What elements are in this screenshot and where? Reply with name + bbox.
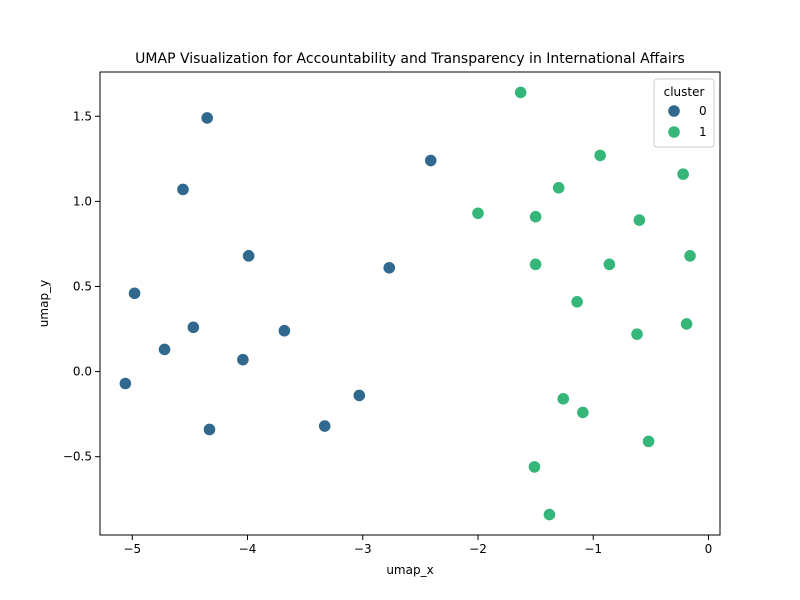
- data-point-cluster-1: [630, 327, 644, 341]
- x-axis-label: umap_x: [386, 563, 433, 577]
- legend-marker-cluster-0: [667, 104, 681, 118]
- legend: cluster 0 1: [653, 78, 715, 148]
- data-point-cluster-1: [529, 210, 543, 224]
- data-point-cluster-1: [679, 317, 694, 331]
- data-point-cluster-1: [542, 507, 557, 522]
- data-point-cluster-1: [641, 434, 656, 448]
- data-point-cluster-0: [277, 324, 291, 338]
- data-point-cluster-0: [352, 388, 366, 403]
- x-tick-label: −3: [354, 542, 372, 556]
- data-point-cluster-1: [632, 213, 646, 227]
- legend-label-cluster-1: 1: [699, 125, 707, 139]
- y-tick-label: −0.5: [63, 450, 92, 464]
- legend-title: cluster: [664, 85, 705, 99]
- data-point-cluster-0: [236, 353, 250, 367]
- data-point-cluster-1: [676, 167, 690, 181]
- y-tick-label: 0.0: [73, 365, 92, 379]
- x-tick-label: 0: [705, 542, 713, 556]
- x-axis-ticks: −5 −4 −3 −2 −1 0: [123, 535, 712, 556]
- data-point-cluster-0: [127, 286, 142, 300]
- data-point-cluster-1: [683, 249, 697, 263]
- points-layer: [118, 85, 697, 522]
- data-point-cluster-0: [118, 376, 132, 391]
- data-point-cluster-1: [471, 206, 485, 220]
- plot-frame: [99, 71, 721, 536]
- data-point-cluster-1: [576, 405, 590, 420]
- data-point-cluster-1: [556, 392, 570, 406]
- data-point-cluster-0: [186, 320, 200, 334]
- data-point-cluster-0: [202, 422, 217, 437]
- data-point-cluster-1: [602, 257, 616, 271]
- x-tick-label: −5: [123, 542, 141, 556]
- data-point-cluster-1: [529, 257, 543, 271]
- data-point-cluster-0: [242, 249, 256, 263]
- y-tick-label: 1.0: [73, 194, 92, 208]
- data-point-cluster-1: [593, 148, 607, 163]
- legend-label-cluster-0: 0: [699, 104, 707, 118]
- data-point-cluster-1: [514, 85, 528, 100]
- x-tick-label: −1: [584, 542, 602, 556]
- data-point-cluster-0: [318, 419, 332, 433]
- y-tick-label: 1.5: [73, 109, 92, 123]
- data-point-cluster-0: [382, 261, 396, 275]
- y-axis-ticks: −0.5 0.0 0.5 1.0 1.5: [63, 109, 100, 464]
- data-point-cluster-0: [424, 153, 438, 168]
- chart-title: UMAP Visualization for Accountability an…: [135, 51, 685, 67]
- data-point-cluster-1: [527, 460, 542, 474]
- y-tick-label: 0.5: [73, 279, 92, 293]
- legend-marker-cluster-1: [667, 125, 681, 139]
- data-point-cluster-1: [570, 295, 584, 309]
- x-tick-label: −4: [239, 542, 257, 556]
- y-axis-label: umap_y: [37, 280, 51, 327]
- data-point-cluster-1: [552, 181, 566, 195]
- data-point-cluster-0: [200, 111, 214, 125]
- x-tick-label: −2: [469, 542, 487, 556]
- data-point-cluster-0: [176, 182, 190, 197]
- data-point-cluster-0: [157, 342, 172, 357]
